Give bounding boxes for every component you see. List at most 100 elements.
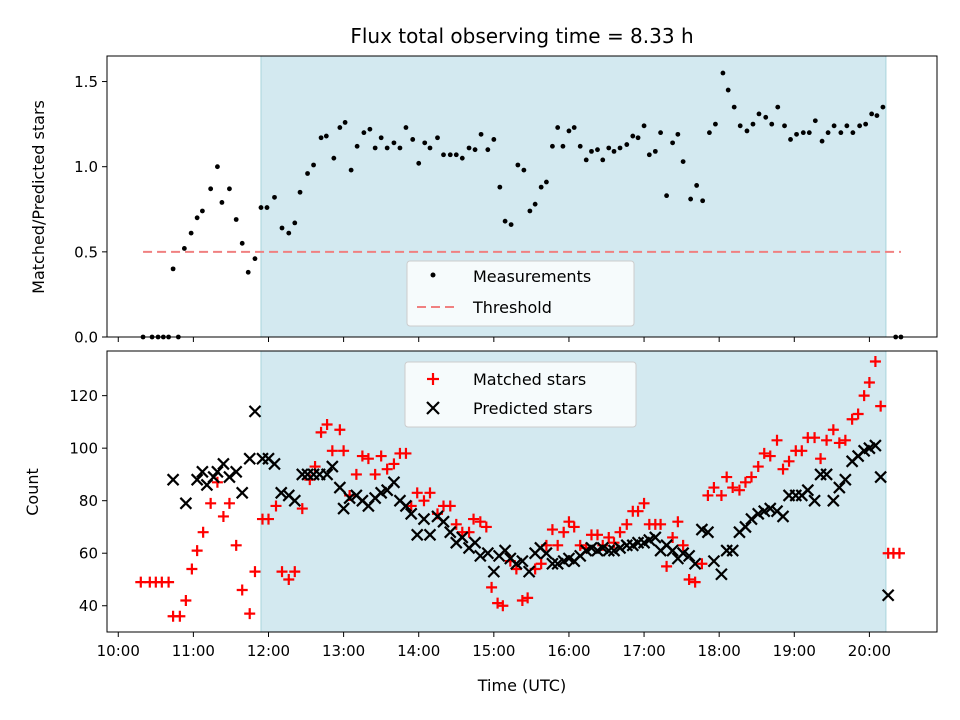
- predicted-star-point: [726, 544, 739, 557]
- matched-star-point: [603, 531, 615, 543]
- predicted-star-point: [196, 465, 209, 479]
- matched-star-point: [289, 566, 301, 578]
- measurement-point: [571, 125, 577, 130]
- measurement-point: [688, 196, 694, 202]
- predicted-star-point: [808, 494, 821, 507]
- predicted-star-point: [874, 470, 887, 484]
- matched-star-point: [667, 531, 679, 543]
- matched-star-point: [655, 518, 667, 530]
- predicted-star-point: [268, 457, 281, 471]
- measurement-point: [502, 218, 508, 224]
- bottom-axes-frame: [106, 350, 938, 633]
- measurement-point: [318, 135, 324, 141]
- measurement-point: [170, 266, 176, 272]
- matched-star-point: [411, 487, 423, 499]
- y-tick-label: 1.0: [74, 158, 98, 176]
- matched-star-point: [721, 471, 733, 483]
- predicted-star-point: [820, 468, 833, 481]
- matched-star-point: [869, 356, 881, 368]
- predicted-star-point: [487, 565, 501, 578]
- matched-star-point: [815, 453, 827, 465]
- predicted-star-point: [801, 483, 815, 497]
- predicted-star-point: [498, 544, 512, 557]
- predicted-star-point: [387, 476, 401, 489]
- matched-star-point: [764, 450, 776, 462]
- matched-star-point: [163, 576, 175, 588]
- x-tick-label: 17:00: [622, 642, 665, 660]
- measurement-point: [342, 120, 348, 125]
- measurement-point: [825, 130, 831, 136]
- measurement-point: [744, 128, 750, 134]
- predicted-star-point: [833, 481, 846, 494]
- matched-star-point: [552, 539, 564, 551]
- measurement-point: [239, 240, 245, 246]
- chart-title: Flux total observing time = 8.33 h: [350, 24, 693, 48]
- y-tick-label: 0.0: [74, 329, 98, 347]
- x-tick-label: 13:00: [322, 642, 365, 660]
- top-x-axis: [117, 337, 870, 342]
- predicted-star-point: [827, 494, 840, 507]
- matched-star-point: [689, 576, 701, 588]
- matched-star-point: [638, 497, 650, 509]
- measurement-point: [497, 184, 503, 190]
- matched-star-point: [875, 400, 887, 412]
- matched-star-point: [846, 413, 858, 425]
- measurement-point: [737, 123, 743, 129]
- predicted-star-point: [701, 525, 715, 539]
- legend-threshold-label: Threshold: [472, 298, 552, 317]
- measurement-point: [227, 186, 232, 192]
- measurement-point: [675, 131, 681, 137]
- predicted-star-point: [190, 473, 204, 486]
- matched-star-point: [326, 445, 338, 457]
- predicted-star-point: [288, 494, 302, 507]
- measurement-point: [527, 208, 533, 214]
- matched-star-point: [217, 510, 229, 522]
- predicted-star-point: [881, 588, 895, 602]
- matched-star-point: [745, 471, 757, 483]
- matched-star-point: [827, 424, 839, 436]
- measurement-point: [831, 123, 837, 129]
- predicted-star-point: [337, 502, 350, 515]
- matched-star-point: [727, 482, 739, 494]
- predicted-star-point: [248, 405, 262, 418]
- matched-star-point: [893, 547, 905, 559]
- top-panel: 0.0 0.5 1.0 1.5 Flux total observing time =…: [29, 24, 938, 347]
- matched-star-point: [296, 503, 308, 515]
- measurement-point: [397, 145, 403, 151]
- legend-predicted-marker: [426, 401, 440, 415]
- predicted-star-point: [481, 546, 495, 560]
- matched-star-point: [270, 500, 282, 512]
- measurement-point: [215, 164, 220, 170]
- matched-star-point: [205, 497, 217, 509]
- matched-star-point: [661, 560, 673, 572]
- measurement-point: [292, 220, 298, 226]
- measurement-point: [391, 140, 397, 146]
- bottom-panel: 40 60 80 100 120 10:00 11:00 12:00 13:00 14:00 15…: [23, 350, 938, 695]
- measurement-point: [410, 137, 416, 142]
- measurement-point: [725, 87, 731, 93]
- x-axis-label: Time (UTC): [477, 676, 566, 695]
- y-tick-label: 120: [69, 387, 98, 405]
- predicted-star-point: [776, 510, 790, 523]
- measurement-point: [577, 143, 583, 149]
- top-legend: Measurements Threshold: [406, 260, 635, 327]
- measurement-point: [589, 148, 594, 154]
- measurement-point: [354, 143, 360, 149]
- measurement-point: [713, 121, 718, 127]
- measurement-point: [323, 133, 329, 139]
- measurement-point: [403, 125, 409, 130]
- predicted-star-point: [326, 460, 339, 473]
- measurement-point: [478, 131, 484, 137]
- measurement-point: [600, 157, 606, 163]
- measurement-point: [199, 208, 205, 214]
- measurement-point: [788, 137, 793, 142]
- matched-star-point: [497, 600, 509, 612]
- matched-star-point: [334, 424, 346, 436]
- measurement-point: [838, 130, 844, 136]
- predicted-star-point: [468, 536, 482, 549]
- predicted-star-point: [437, 515, 450, 528]
- measurement-point: [617, 145, 623, 151]
- predicted-star-point: [707, 554, 721, 568]
- measurement-point: [311, 162, 316, 168]
- x-tick-label: 20:00: [848, 642, 891, 660]
